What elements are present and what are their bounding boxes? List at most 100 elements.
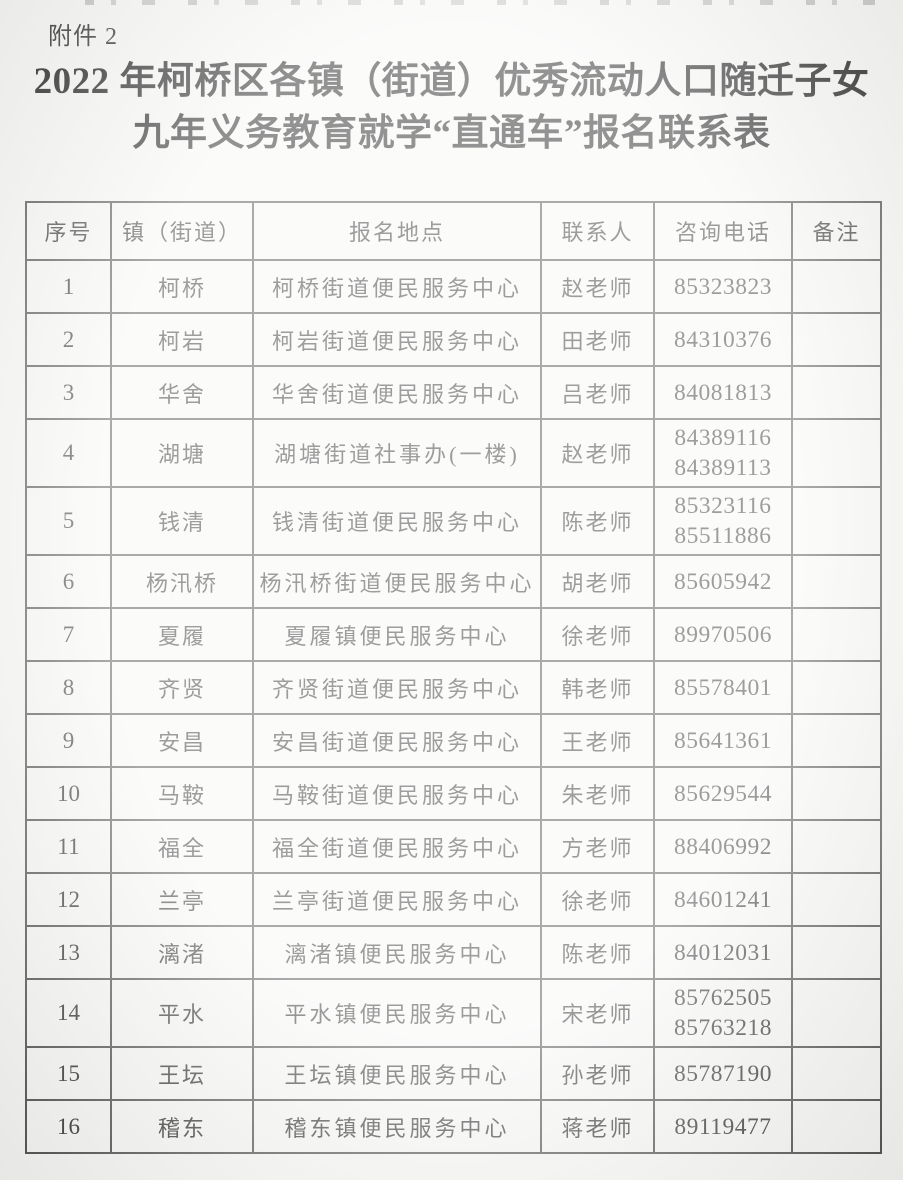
town-cell: 福全 xyxy=(110,819,254,874)
contact-person-cell: 陈老师 xyxy=(540,925,655,980)
contact-person-cell: 韩老师 xyxy=(540,660,655,715)
note-cell xyxy=(791,978,882,1048)
table-row: 6 杨汛桥 杨汛桥街道便民服务中心 胡老师 85605942 xyxy=(25,554,882,609)
table-row: 12 兰亭 兰亭街道便民服务中心 徐老师 84601241 xyxy=(25,872,882,927)
contact-person-cell: 陈老师 xyxy=(540,486,655,556)
registration-location-cell: 夏履镇便民服务中心 xyxy=(252,607,542,662)
phone-number: 89970506 xyxy=(674,621,772,648)
town-cell: 马鞍 xyxy=(110,766,254,821)
phone-cell: 84310376 xyxy=(653,312,793,367)
phone-cell: 85641361 xyxy=(653,713,793,768)
table-row: 8 齐贤 齐贤街道便民服务中心 韩老师 85578401 xyxy=(25,660,882,715)
contact-person-cell: 赵老师 xyxy=(540,259,655,314)
registration-location-cell: 华舍街道便民服务中心 xyxy=(252,365,542,420)
contact-table: 序号 镇（街道） 报名地点 联系人 咨询电话 备注 1 柯桥 柯桥街道便民服务中心 赵老师 853… xyxy=(25,201,882,1154)
registration-location-cell: 杨汛桥街道便民服务中心 xyxy=(252,554,542,609)
row-number-cell: 3 xyxy=(25,365,112,420)
contact-person-cell: 赵老师 xyxy=(540,418,655,488)
contact-person-cell: 吕老师 xyxy=(540,365,655,420)
town-cell: 稽东 xyxy=(110,1099,254,1154)
town-cell: 柯桥 xyxy=(110,259,254,314)
row-number-cell: 11 xyxy=(25,819,112,874)
town-cell: 王坛 xyxy=(110,1046,254,1101)
phone-cell: 85787190 xyxy=(653,1046,793,1101)
registration-location-cell: 柯岩街道便民服务中心 xyxy=(252,312,542,367)
phone-number: 84310376 xyxy=(674,326,772,353)
row-number-cell: 13 xyxy=(25,925,112,980)
phone-number: 85762505 xyxy=(674,985,772,1011)
column-header: 序号 xyxy=(25,201,112,261)
note-cell xyxy=(791,819,882,874)
row-number-cell: 10 xyxy=(25,766,112,821)
table-row: 11 福全 福全街道便民服务中心 方老师 88406992 xyxy=(25,819,882,874)
town-cell: 安昌 xyxy=(110,713,254,768)
column-header: 咨询电话 xyxy=(653,201,793,261)
attachment-label: 附件 2 xyxy=(48,24,118,50)
note-cell xyxy=(791,365,882,420)
registration-location-cell: 钱清街道便民服务中心 xyxy=(252,486,542,556)
table-row: 14 平水 平水镇便民服务中心 宋老师 85762505 85763218 xyxy=(25,978,882,1048)
phone-cell: 89119477 xyxy=(653,1099,793,1154)
town-cell: 湖塘 xyxy=(110,418,254,488)
table-row: 7 夏履 夏履镇便民服务中心 徐老师 89970506 xyxy=(25,607,882,662)
page-title-line2: 九年义务教育就学“直通车”报名联系表 xyxy=(132,113,771,154)
table-row: 15 王坛 王坛镇便民服务中心 孙老师 85787190 xyxy=(25,1046,882,1101)
phone-number: 85641361 xyxy=(674,727,772,754)
registration-location-cell: 福全街道便民服务中心 xyxy=(252,819,542,874)
note-cell xyxy=(791,766,882,821)
town-cell: 杨汛桥 xyxy=(110,554,254,609)
note-cell xyxy=(791,713,882,768)
note-cell xyxy=(791,660,882,715)
phone-number: 85787190 xyxy=(674,1060,772,1087)
table-row: 1 柯桥 柯桥街道便民服务中心 赵老师 85323823 xyxy=(25,259,882,314)
phone-cell: 85323823 xyxy=(653,259,793,314)
registration-location-cell: 湖塘街道社事办(一楼) xyxy=(252,418,542,488)
phone-cell: 84012031 xyxy=(653,925,793,980)
phone-cell: 88406992 xyxy=(653,819,793,874)
page-title-line1: 2022 年柯桥区各镇（街道）优秀流动人口随迁子女 xyxy=(33,61,870,102)
phone-cell: 84601241 xyxy=(653,872,793,927)
note-cell xyxy=(791,554,882,609)
note-cell xyxy=(791,872,882,927)
note-cell xyxy=(791,607,882,662)
note-cell xyxy=(791,925,882,980)
table-row: 9 安昌 安昌街道便民服务中心 王老师 85641361 xyxy=(25,713,882,768)
row-number-cell: 4 xyxy=(25,418,112,488)
town-cell: 兰亭 xyxy=(110,872,254,927)
town-cell: 齐贤 xyxy=(110,660,254,715)
row-number-cell: 14 xyxy=(25,978,112,1048)
cut-off-text-top xyxy=(85,0,875,5)
phone-cell: 84081813 xyxy=(653,365,793,420)
row-number-cell: 15 xyxy=(25,1046,112,1101)
phone-number: 85323116 xyxy=(674,493,772,519)
row-number-cell: 12 xyxy=(25,872,112,927)
phone-number: 89119477 xyxy=(674,1113,772,1140)
town-cell: 柯岩 xyxy=(110,312,254,367)
contact-person-cell: 胡老师 xyxy=(540,554,655,609)
registration-location-cell: 马鞍街道便民服务中心 xyxy=(252,766,542,821)
phone-number: 85605942 xyxy=(674,568,772,595)
registration-location-cell: 安昌街道便民服务中心 xyxy=(252,713,542,768)
note-cell xyxy=(791,1099,882,1154)
phone-number: 88406992 xyxy=(674,833,772,860)
row-number-cell: 9 xyxy=(25,713,112,768)
registration-location-cell: 平水镇便民服务中心 xyxy=(252,978,542,1048)
note-cell xyxy=(791,1046,882,1101)
phone-number: 84012031 xyxy=(674,939,772,966)
note-cell xyxy=(791,486,882,556)
phone-number: 84389116 xyxy=(674,425,772,451)
phone-cell: 85323116 85511886 xyxy=(653,486,793,556)
registration-location-cell: 兰亭街道便民服务中心 xyxy=(252,872,542,927)
table-row: 4 湖塘 湖塘街道社事办(一楼) 赵老师 84389116 84389113 xyxy=(25,418,882,488)
contact-person-cell: 王老师 xyxy=(540,713,655,768)
page-title: 2022 年柯桥区各镇（街道）优秀流动人口随迁子女 九年义务教育就学“直通车”报… xyxy=(0,56,903,160)
contact-person-cell: 徐老师 xyxy=(540,872,655,927)
table-row: 13 漓渚 漓渚镇便民服务中心 陈老师 84012031 xyxy=(25,925,882,980)
registration-location-cell: 柯桥街道便民服务中心 xyxy=(252,259,542,314)
table-row: 2 柯岩 柯岩街道便民服务中心 田老师 84310376 xyxy=(25,312,882,367)
column-header: 备注 xyxy=(791,201,882,261)
phone-number: 85763218 xyxy=(674,1015,772,1041)
contact-person-cell: 孙老师 xyxy=(540,1046,655,1101)
table-row: 16 稽东 稽东镇便民服务中心 蒋老师 89119477 xyxy=(25,1099,882,1154)
